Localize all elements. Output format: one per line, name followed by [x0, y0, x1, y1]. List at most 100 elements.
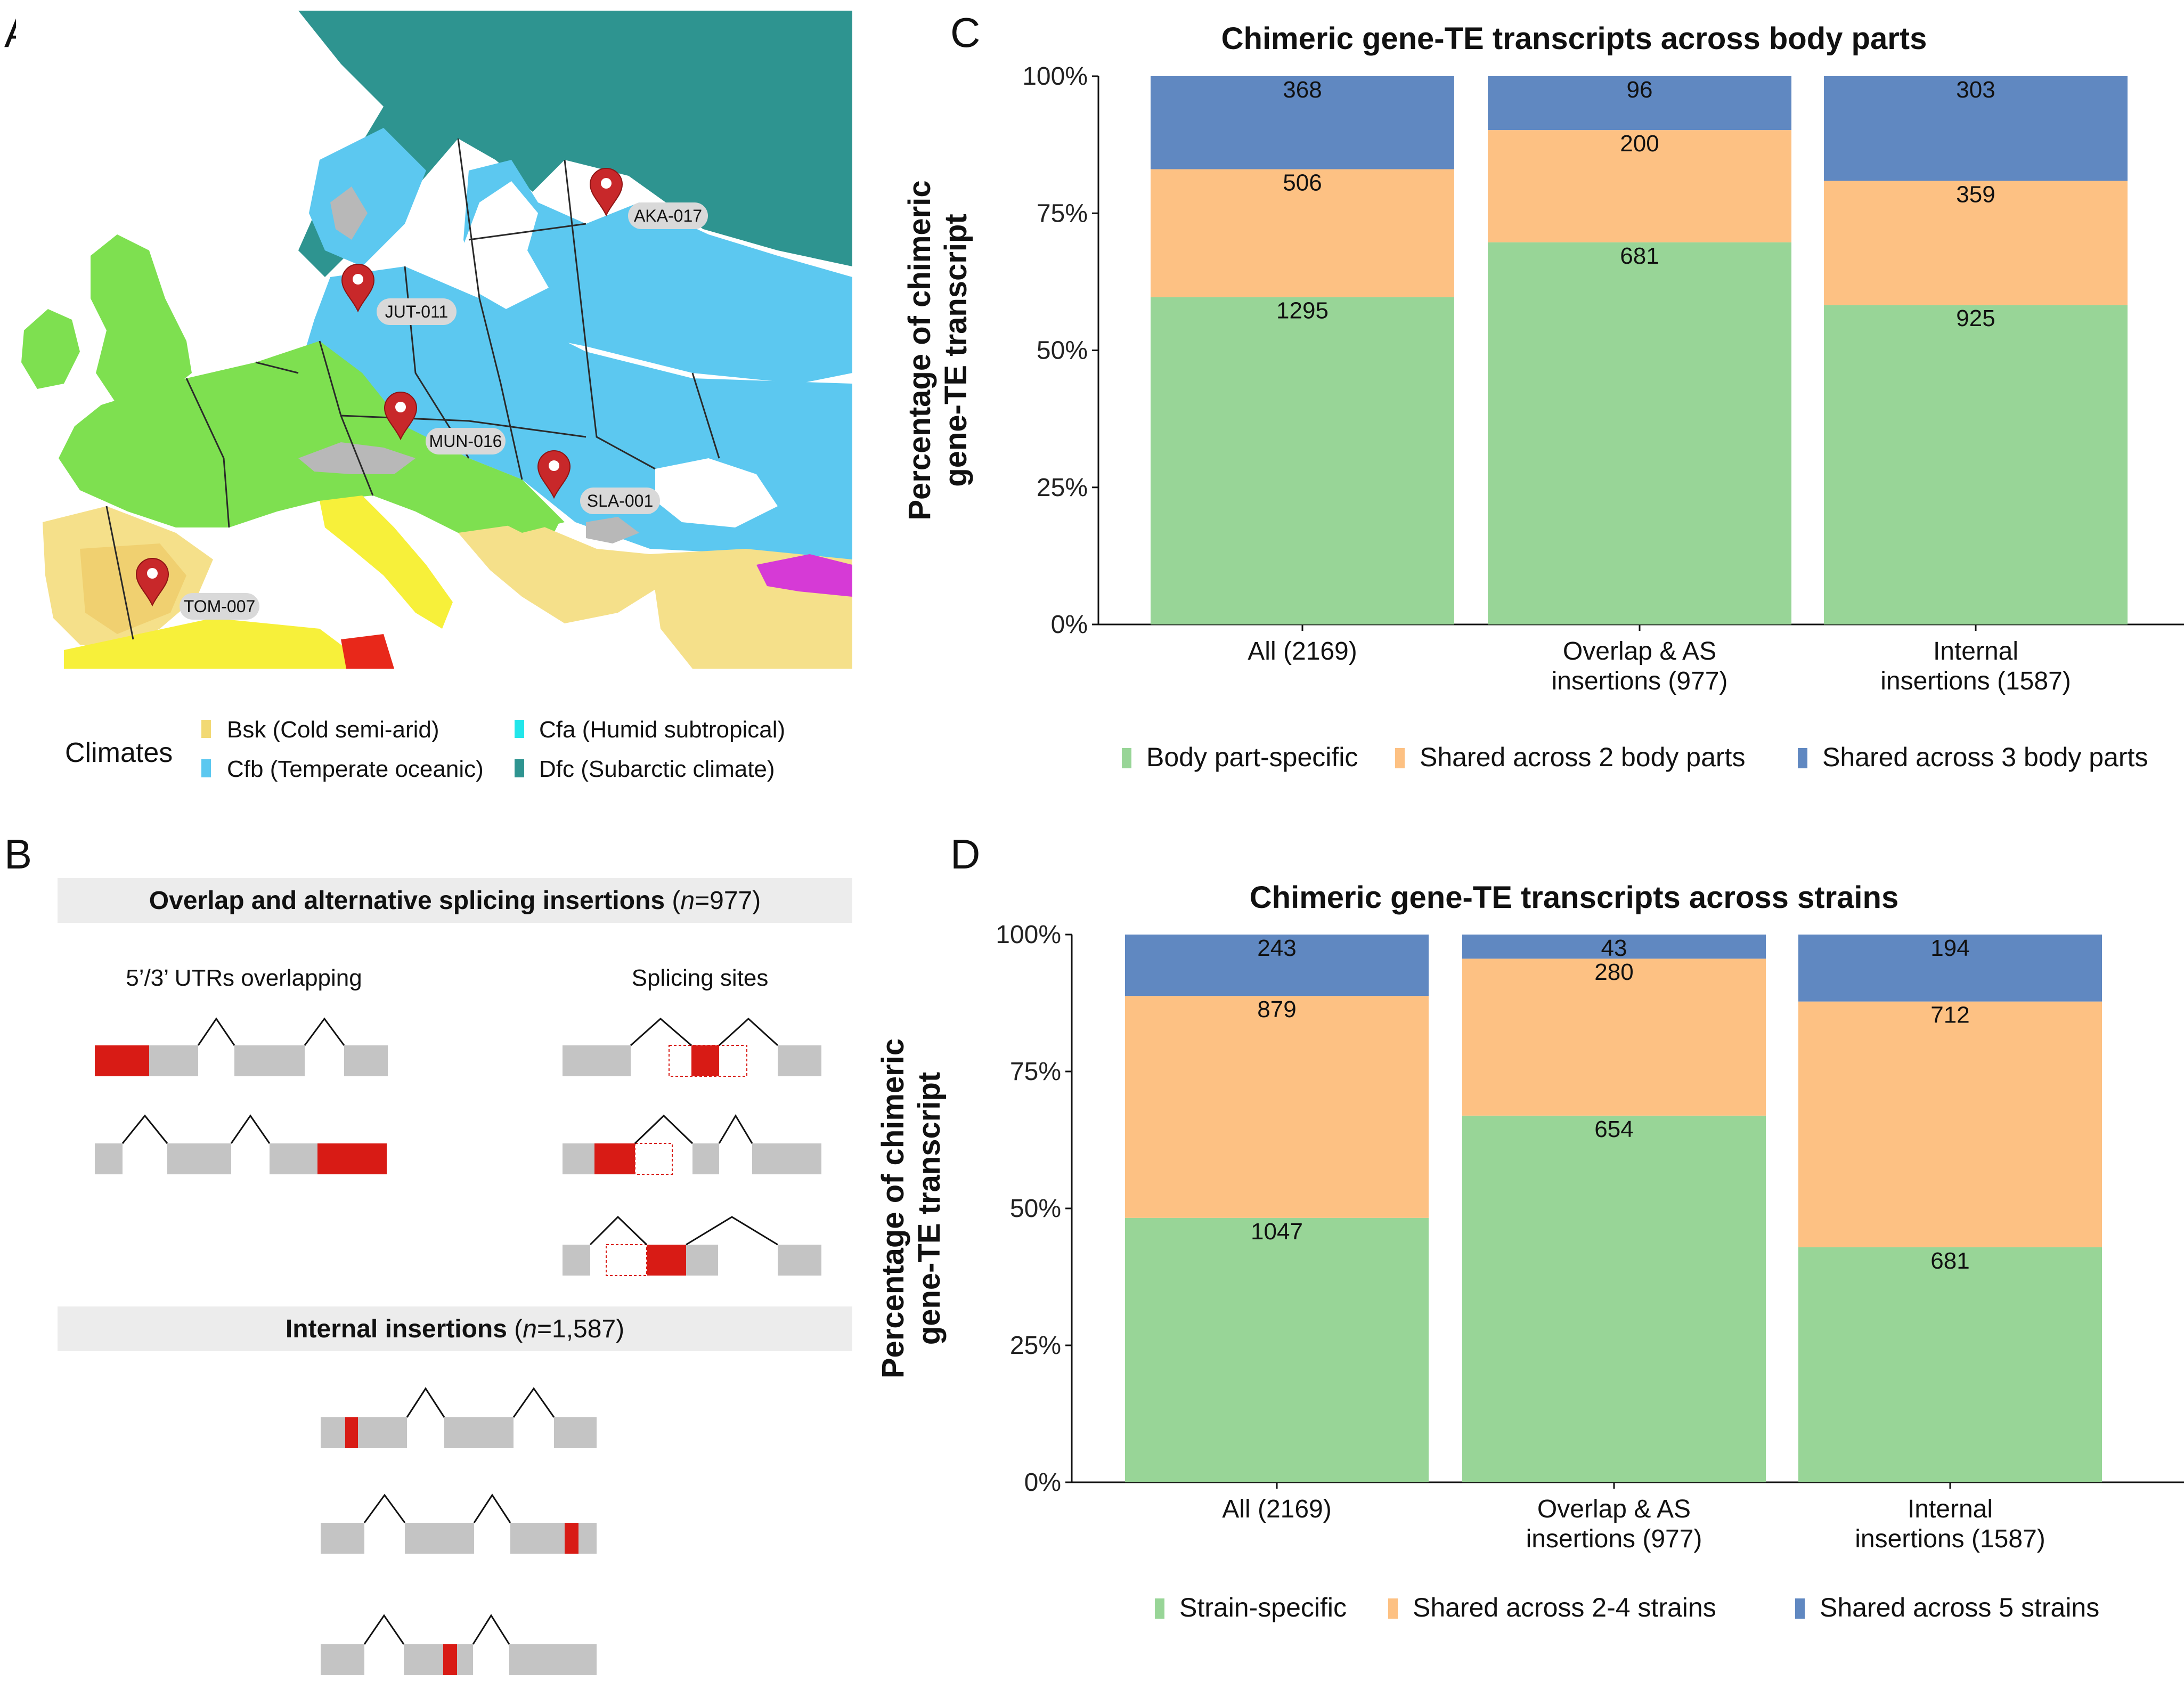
region-oceanic-north: [463, 160, 852, 384]
bar-segment[interactable]: [1798, 935, 2102, 1002]
bar-segment[interactable]: [1488, 242, 1791, 624]
exon: [344, 1045, 388, 1076]
gene-model-internal-1: [321, 1387, 597, 1448]
bar-segment[interactable]: [1125, 1217, 1429, 1482]
legend-swatch: [1388, 1598, 1398, 1619]
bar-segment[interactable]: [1151, 76, 1454, 169]
x-category-label: All (2169): [1248, 637, 1357, 665]
map-marker-icon: [537, 450, 571, 499]
bar-segment[interactable]: [1824, 305, 2128, 624]
region-subarctic: [298, 11, 852, 277]
legend-label-cfa: Cfa (Humid subtropical): [539, 717, 785, 743]
exon: [563, 1143, 594, 1174]
bar-segment[interactable]: [1824, 181, 2128, 305]
map-marker-icon: [384, 392, 418, 441]
location-pin-tom-007[interactable]: TOM-007: [135, 558, 259, 620]
region-western-europe: [59, 341, 559, 565]
bar-segment[interactable]: [1462, 1115, 1766, 1482]
location-pin-jut-011[interactable]: JUT-011: [341, 264, 457, 325]
region-balkans-green: [469, 458, 565, 533]
location-pin-sla-001[interactable]: SLA-001: [537, 450, 660, 514]
region-anatolia-magenta: [756, 554, 852, 597]
exon: [509, 1644, 597, 1675]
bar-value-label: 681: [1930, 1248, 1969, 1274]
pin-label: JUT-011: [385, 302, 449, 321]
bar-segment[interactable]: [1125, 935, 1429, 996]
bar-segment[interactable]: [1798, 1247, 2102, 1482]
te-insertion: [594, 1143, 635, 1174]
intron: [589, 1215, 648, 1246]
panel-a: A: [4, 9, 852, 782]
panel-b: B Overlap and alternative splicing inser…: [4, 831, 852, 1675]
map-marker-dot: [147, 568, 158, 579]
chart-title: Chimeric gene-TE transcripts across stra…: [1250, 880, 1898, 915]
legend-label-cfb: Cfb (Temperate oceanic): [227, 756, 484, 782]
land-britain: [91, 234, 192, 405]
bar-segment[interactable]: [1488, 76, 1791, 131]
header-bar-overlap: [58, 878, 852, 923]
legend-swatch-bsk: [201, 720, 211, 738]
bar-segment[interactable]: [1462, 935, 1766, 959]
region-north-africa-red: [341, 634, 394, 669]
te-insertion: [317, 1143, 387, 1174]
region-scandinavian-mountains: [330, 186, 368, 240]
legend-swatch: [1122, 748, 1131, 768]
bar-segment[interactable]: [1151, 169, 1454, 297]
gene-model-utr-5prime: [95, 1017, 388, 1076]
legend-label: Body part-specific: [1146, 742, 1358, 772]
gene-model-utr-3prime: [95, 1114, 387, 1174]
bar-value-label: 200: [1620, 131, 1659, 157]
exon: [778, 1245, 821, 1276]
location-pin-mun-016[interactable]: MUN-016: [384, 392, 506, 454]
y-tick-label: 0%: [1051, 611, 1088, 639]
panel-b-letter: B: [4, 831, 32, 878]
header-internal: Internal insertions (n=1,587): [286, 1315, 624, 1343]
exon: [270, 1143, 317, 1174]
bar-segment[interactable]: [1824, 76, 2128, 181]
gene-model-splicing-1: [563, 1017, 821, 1077]
bar-value-label: 1295: [1276, 298, 1329, 324]
intron: [512, 1387, 555, 1418]
pin-label: MUN-016: [429, 432, 502, 451]
region-oceanic-scandinavia: [309, 128, 426, 266]
bar-segment[interactable]: [1462, 959, 1766, 1116]
bar-segment[interactable]: [1488, 130, 1791, 242]
intron: [363, 1493, 406, 1523]
region-balkan-mountains: [586, 517, 639, 543]
location-pin-aka-017[interactable]: AKA-017: [589, 168, 708, 229]
chart-body-parts: Chimeric gene-TE transcripts across body…: [902, 21, 2184, 772]
legend-swatch: [1795, 1598, 1805, 1619]
intron: [230, 1114, 271, 1144]
gene-model-splicing-3: [563, 1215, 821, 1276]
x-category-label: Internal insertions (1587): [1880, 637, 2071, 695]
y-axis-label: Percentage of chimericgene-TE transcript: [902, 180, 973, 520]
pin-label-bg: [628, 202, 708, 229]
exon: [686, 1245, 718, 1276]
te-insertion: [565, 1523, 578, 1554]
land-italy: [320, 496, 453, 629]
y-tick-label: 25%: [1010, 1331, 1061, 1360]
bar-segment[interactable]: [1151, 297, 1454, 624]
region-balkans: [458, 522, 661, 623]
y-tick-label: 75%: [1037, 199, 1088, 228]
y-tick-label: 100%: [996, 921, 1061, 949]
bar-value-label: 368: [1283, 77, 1322, 103]
bar-segment[interactable]: [1125, 996, 1429, 1218]
bar-segment[interactable]: [1798, 1001, 2102, 1247]
gene-model-internal-2: [321, 1493, 597, 1554]
legend-label: Strain-specific: [1179, 1593, 1347, 1622]
bar-value-label: 303: [1956, 77, 1995, 103]
map-marker-icon: [589, 168, 623, 217]
map-marker-dot: [353, 274, 363, 285]
y-axis-label: Percentage of chimericgene-TE transcript: [876, 1038, 947, 1378]
intron: [473, 1493, 511, 1523]
y-tick-label: 50%: [1010, 1195, 1061, 1223]
y-tick-label: 75%: [1010, 1058, 1061, 1086]
exon: [752, 1143, 821, 1174]
legend-swatch: [1155, 1598, 1164, 1619]
x-category-label: Internal insertions (1587): [1855, 1495, 2046, 1553]
bar-value-label: 712: [1930, 1002, 1969, 1028]
panel-d-letter: D: [950, 831, 980, 878]
bar-value-label: 243: [1257, 935, 1296, 961]
land-ireland: [21, 309, 80, 389]
